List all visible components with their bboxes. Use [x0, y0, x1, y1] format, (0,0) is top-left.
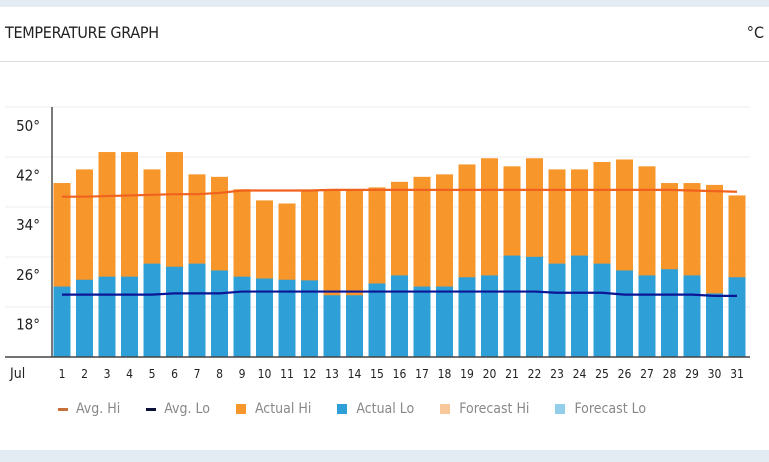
page-title: TEMPERATURE GRAPH [5, 23, 159, 42]
actual-lo-bar [53, 286, 71, 357]
x-tick-label: 25 [595, 367, 609, 381]
legend-actual-hi[interactable]: Actual Hi [235, 401, 312, 417]
x-tick-label: 15 [370, 367, 384, 381]
y-tick-label: 18° [16, 315, 40, 333]
actual-lo-bar [233, 276, 251, 357]
legend: Avg. Hi Avg. Lo Actual Hi Actual Lo Fore… [58, 401, 672, 417]
x-tick-label: 31 [730, 367, 744, 381]
month-label: Jul [9, 366, 25, 382]
legend-label: Avg. Hi [76, 401, 121, 417]
actual-lo-bar [323, 295, 341, 357]
legend-forecast-lo[interactable]: Forecast Lo [555, 401, 646, 417]
x-tick-label: 14 [348, 367, 362, 381]
top-strip [0, 0, 769, 7]
x-tick-label: 4 [126, 367, 133, 381]
actual-lo-bar [571, 255, 588, 357]
legend-label: Forecast Hi [459, 401, 530, 417]
forecast-hi-swatch [440, 404, 451, 414]
x-tick-label: 20 [483, 367, 497, 381]
x-tick-label: 21 [505, 367, 519, 381]
actual-lo-bar [368, 283, 386, 357]
temperature-chart: 50°42°34°26°18°1 2 3 4 5 6 7 8 9 10 11 12 13 14 15 16 17… [5, 106, 750, 382]
actual-lo-bar [98, 276, 116, 357]
x-tick-label: 7 [194, 367, 201, 381]
actual-lo-bar [256, 278, 273, 357]
actual-hi-swatch [235, 404, 246, 414]
legend-label: Avg. Lo [164, 401, 210, 417]
legend-avg-hi[interactable]: Avg. Hi [58, 401, 120, 417]
x-tick-label: 13 [325, 367, 339, 381]
actual-lo-bar [166, 266, 183, 357]
actual-lo-bar [526, 256, 543, 357]
avg-lo-line [62, 290, 737, 297]
x-tick-label: 3 [104, 367, 111, 381]
actual-lo-bar [728, 277, 746, 357]
x-tick-label: 1 [59, 367, 66, 381]
header-divider [0, 61, 769, 62]
x-tick-label: 28 [663, 367, 677, 381]
x-tick-label: 22 [528, 367, 542, 381]
x-tick-label: 27 [640, 367, 654, 381]
actual-lo-bar [188, 263, 206, 357]
x-tick-label: 23 [550, 367, 564, 381]
x-tick-label: 19 [460, 367, 474, 381]
x-tick-label: 18 [438, 367, 452, 381]
x-tick-label: 16 [393, 367, 407, 381]
legend-label: Forecast Lo [574, 401, 647, 417]
x-tick-label: 17 [415, 367, 429, 381]
actual-lo-bar [278, 279, 296, 357]
legend-label: Actual Hi [254, 401, 312, 417]
actual-lo-bar [593, 263, 611, 357]
avg-hi-line [62, 188, 738, 198]
actual-lo-bar [391, 275, 408, 357]
x-tick-label: 5 [149, 367, 156, 381]
x-tick-label: 6 [171, 367, 178, 381]
actual-lo-bar [121, 276, 138, 357]
legend-forecast-hi[interactable]: Forecast Hi [440, 401, 529, 417]
y-tick-label: 34° [16, 216, 40, 234]
x-tick-label: 29 [685, 367, 699, 381]
x-tick-label: 30 [708, 367, 722, 381]
x-tick-label: 26 [618, 367, 632, 381]
y-tick-label: 42° [16, 167, 40, 185]
actual-lo-bar [503, 255, 521, 357]
x-tick-label: 24 [573, 367, 587, 381]
forecast-lo-swatch [555, 404, 566, 414]
actual-lo-bar [346, 295, 363, 357]
actual-lo-swatch [337, 404, 348, 414]
y-tick-label: 50° [16, 117, 40, 135]
actual-lo-bar [458, 277, 476, 357]
avg-hi-swatch [58, 407, 68, 411]
avg-lo-swatch [146, 407, 157, 411]
x-tick-label: 2 [81, 367, 88, 381]
actual-lo-bar [481, 275, 498, 357]
actual-lo-bar [548, 263, 566, 357]
actual-lo-bar [683, 275, 701, 357]
x-tick-label: 11 [280, 367, 294, 381]
bottom-strip [0, 450, 769, 462]
actual-lo-bar [301, 280, 318, 357]
unit-toggle[interactable]: °C [746, 23, 764, 42]
x-tick-label: 10 [258, 367, 272, 381]
x-tick-label: 9 [239, 367, 246, 381]
legend-actual-lo[interactable]: Actual Lo [337, 401, 414, 417]
actual-lo-bar [143, 263, 161, 357]
x-tick-label: 12 [303, 367, 317, 381]
legend-avg-lo[interactable]: Avg. Lo [146, 401, 210, 417]
y-tick-label: 26° [16, 266, 40, 284]
actual-lo-bar [413, 286, 431, 357]
actual-lo-bar [436, 286, 453, 357]
legend-label: Actual Lo [356, 401, 415, 417]
actual-lo-bar [706, 293, 723, 357]
actual-lo-bar [638, 275, 656, 357]
x-tick-label: 8 [216, 367, 223, 381]
actual-lo-bar [616, 270, 633, 357]
actual-lo-bar [211, 270, 228, 357]
actual-lo-bar [661, 269, 678, 357]
actual-lo-bar [76, 279, 93, 357]
